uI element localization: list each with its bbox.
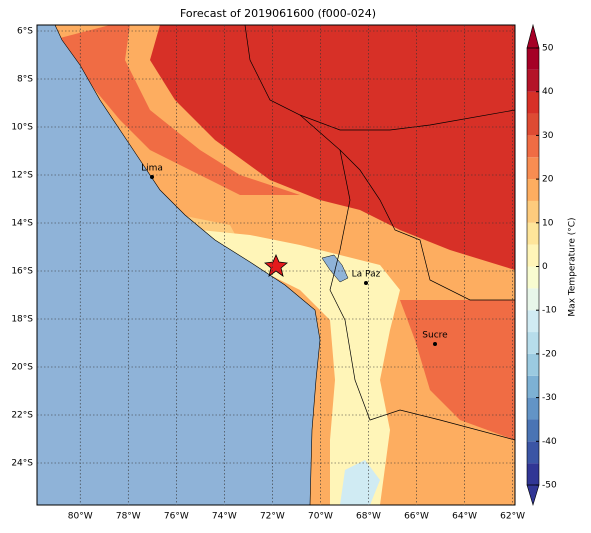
city-dot — [433, 342, 437, 346]
y-tick-label: 12°S — [11, 171, 33, 181]
x-tick-label: 72°W — [260, 512, 285, 522]
y-tick-label: 6°S — [17, 27, 33, 37]
colorbar-band — [527, 310, 539, 333]
x-tick-label: 78°W — [116, 512, 141, 522]
city-label: Sucre — [422, 331, 448, 341]
colorbar-tick-label: -50 — [542, 481, 557, 491]
x-tick-label: 64°W — [452, 512, 477, 522]
city-dot — [364, 281, 368, 285]
colorbar-band — [527, 113, 539, 136]
colorbar-tick-label: -10 — [542, 306, 557, 316]
city-label: La Paz — [352, 270, 381, 280]
colorbar-band — [527, 179, 539, 201]
colorbar-band — [527, 91, 539, 114]
colorbar-tick-label: -40 — [542, 437, 557, 447]
map-frame — [36, 24, 516, 506]
land-mid — [60, 25, 300, 195]
x-tick-label: 62°W — [500, 512, 525, 522]
y-tick-label: 8°S — [17, 75, 33, 85]
y-tick-label: 22°S — [11, 411, 33, 421]
map — [36, 24, 516, 506]
colorbar-band — [527, 135, 539, 158]
colorbar-band — [527, 69, 539, 92]
colorbar-tick-label: 50 — [542, 44, 554, 54]
y-tick-label: 16°S — [11, 267, 33, 277]
colorbar-label: Max Temperature (°C) — [568, 217, 578, 316]
colorbar-band — [527, 463, 539, 485]
colorbar-band — [527, 266, 539, 289]
colorbar-band — [527, 48, 539, 70]
colorbar-tick-label: 0 — [542, 262, 548, 272]
y-tick-label: 20°S — [11, 363, 33, 373]
colorbar-tick-label: 30 — [542, 131, 554, 141]
colorbar-extend-top — [526, 23, 540, 49]
colorbar-band — [527, 200, 539, 223]
x-tick-label: 70°W — [308, 512, 333, 522]
border — [244, 24, 516, 441]
x-tick-label: 66°W — [404, 512, 429, 522]
city-dot — [150, 175, 154, 179]
colorbar-band — [527, 244, 539, 267]
colorbar-band — [527, 353, 539, 376]
y-tick-label: 18°S — [11, 315, 33, 325]
border — [299, 109, 516, 131]
y-tick-label: 14°S — [11, 219, 33, 229]
colorbar-band — [527, 419, 539, 442]
x-tick-label: 68°W — [356, 512, 381, 522]
land-cool — [200, 230, 400, 505]
colorbar-extend-bottom — [526, 484, 540, 507]
colorbar-band — [527, 397, 539, 420]
colorbar-band — [527, 332, 539, 354]
x-tick-label: 74°W — [212, 512, 237, 522]
colorbar-band — [527, 375, 539, 398]
city-label: Lima — [141, 164, 163, 174]
colorbar-tick-label: 10 — [542, 218, 554, 228]
colorbar-tick-label: -20 — [542, 349, 557, 359]
colorbar-band — [527, 288, 539, 311]
colorbar-tick-label: 40 — [542, 87, 554, 97]
lake — [321, 254, 349, 283]
colorbar-band — [527, 157, 539, 180]
colorbar-tick-label: -30 — [542, 393, 557, 403]
x-tick-label: 80°W — [68, 512, 93, 522]
title: Forecast of 2019061600 (f000-024) — [180, 7, 376, 20]
x-tick-label: 76°W — [164, 512, 189, 522]
y-tick-label: 24°S — [11, 459, 33, 469]
land-mid — [400, 300, 515, 440]
land-cold — [340, 460, 380, 505]
colorbar-tick-label: 20 — [542, 175, 554, 185]
colorbar-band — [527, 441, 539, 464]
colorbar-band — [527, 222, 539, 245]
y-tick-label: 10°S — [11, 123, 33, 133]
